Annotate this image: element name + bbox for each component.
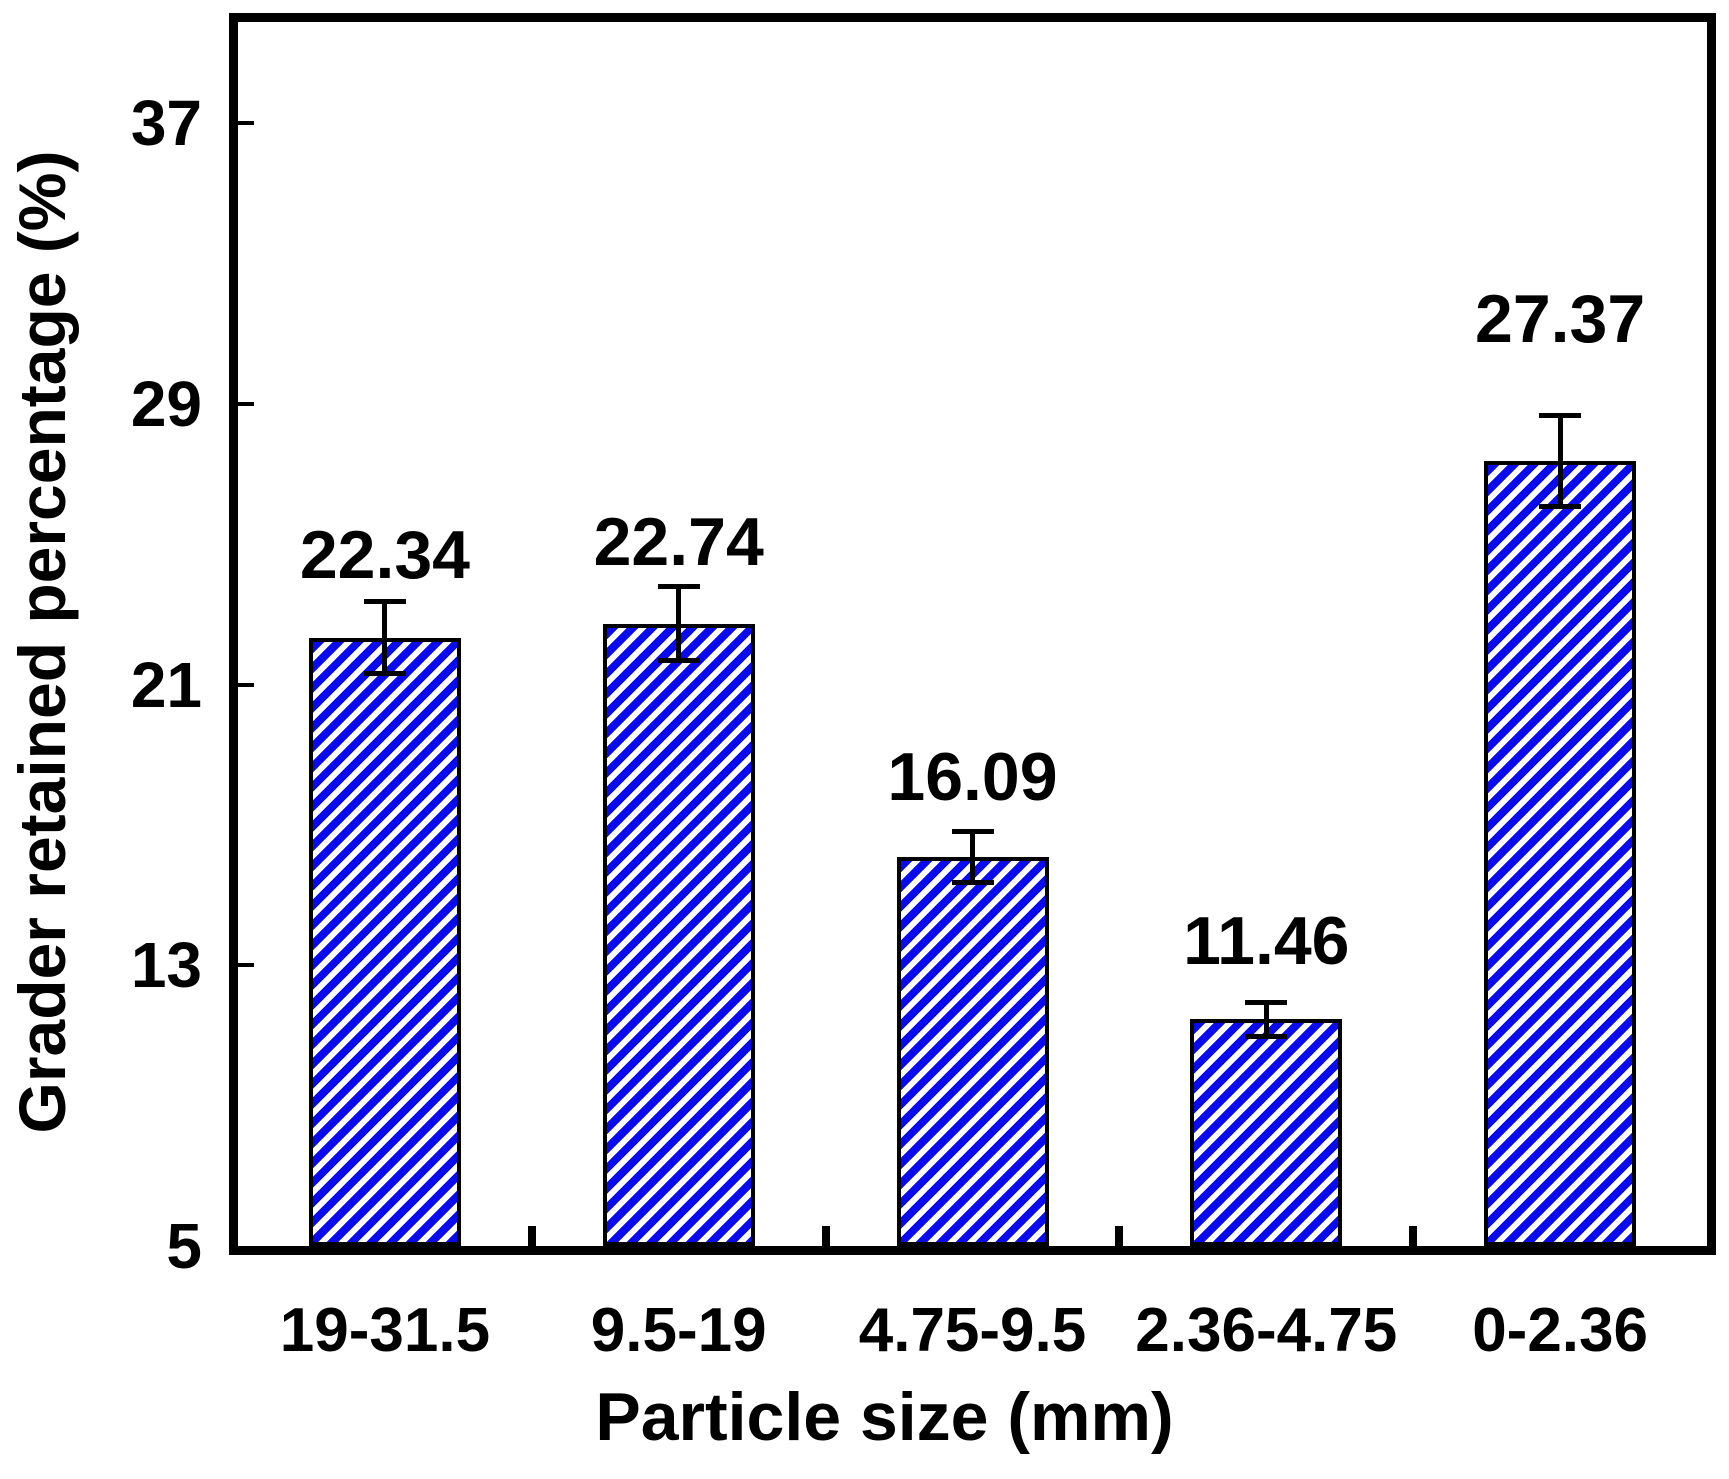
error-bar-top-cap xyxy=(1539,412,1582,418)
error-bar-bottom-cap xyxy=(951,879,994,885)
bar xyxy=(602,623,755,1246)
x-axis-tick-labels: 19-31.5 9.5-19 4.75-9.5 2.36-4.75 0-2.36 xyxy=(238,1292,1707,1372)
error-bar-bottom-cap xyxy=(1245,1033,1288,1039)
error-bar-top-cap xyxy=(657,583,700,589)
bar xyxy=(1484,461,1637,1246)
y-axis-tick-label: 21 xyxy=(130,648,202,721)
x-axis-tick-label: 4.75-9.5 xyxy=(858,1296,1087,1365)
bar xyxy=(896,856,1049,1246)
bar-value-label: 22.34 xyxy=(299,516,470,593)
x-axis-tick-label: 19-31.5 xyxy=(279,1296,491,1365)
x-axis-tick-label: 9.5-19 xyxy=(590,1296,767,1365)
error-bar-bottom-cap xyxy=(363,671,406,677)
y-axis-tick xyxy=(238,963,254,968)
error-bar-bottom-cap xyxy=(1539,504,1582,510)
error-bar-line xyxy=(676,583,682,664)
y-axis-tick-labels: 5 13 21 29 37 xyxy=(0,22,202,1280)
y-axis-tick-label: 13 xyxy=(130,929,202,1002)
error-bar-top-cap xyxy=(951,828,994,834)
x-axis-tick-label: 2.36-4.75 xyxy=(1135,1296,1398,1365)
error-bar-line xyxy=(382,598,388,677)
y-axis-tick-label: 37 xyxy=(130,87,202,160)
y-axis-tick xyxy=(238,682,254,687)
error-bar-top-cap xyxy=(363,598,406,604)
y-axis-tick-label: 5 xyxy=(166,1210,202,1282)
error-bar-top-cap xyxy=(1245,1000,1288,1006)
error-bar-line xyxy=(1263,1000,1269,1039)
error-bar-bottom-cap xyxy=(657,658,700,664)
bar-value-label: 11.46 xyxy=(1183,903,1350,980)
x-axis-tick xyxy=(527,1226,536,1246)
x-axis-tick xyxy=(1115,1226,1124,1246)
plot-frame: 22.34 22.74 16.09 11.46 27.37 xyxy=(229,13,1716,1255)
y-axis-tick-label: 29 xyxy=(130,367,202,440)
y-axis-tick xyxy=(238,401,254,406)
bar-value-label: 16.09 xyxy=(887,738,1058,815)
error-bar-line xyxy=(1557,412,1563,510)
x-axis-title: Particle size (mm) xyxy=(595,1379,1174,1455)
bar xyxy=(1190,1019,1343,1246)
x-axis-tick xyxy=(821,1226,830,1246)
x-axis-tick xyxy=(1409,1226,1418,1246)
y-axis-tick xyxy=(238,121,254,126)
bar xyxy=(308,637,461,1246)
x-axis-tick-label: 0-2.36 xyxy=(1472,1296,1648,1365)
bar-value-label: 22.74 xyxy=(593,503,764,580)
error-bar-line xyxy=(970,828,975,885)
bar-value-label: 27.37 xyxy=(1475,280,1646,357)
plot-area: 22.34 22.74 16.09 11.46 27.37 xyxy=(238,22,1707,1246)
